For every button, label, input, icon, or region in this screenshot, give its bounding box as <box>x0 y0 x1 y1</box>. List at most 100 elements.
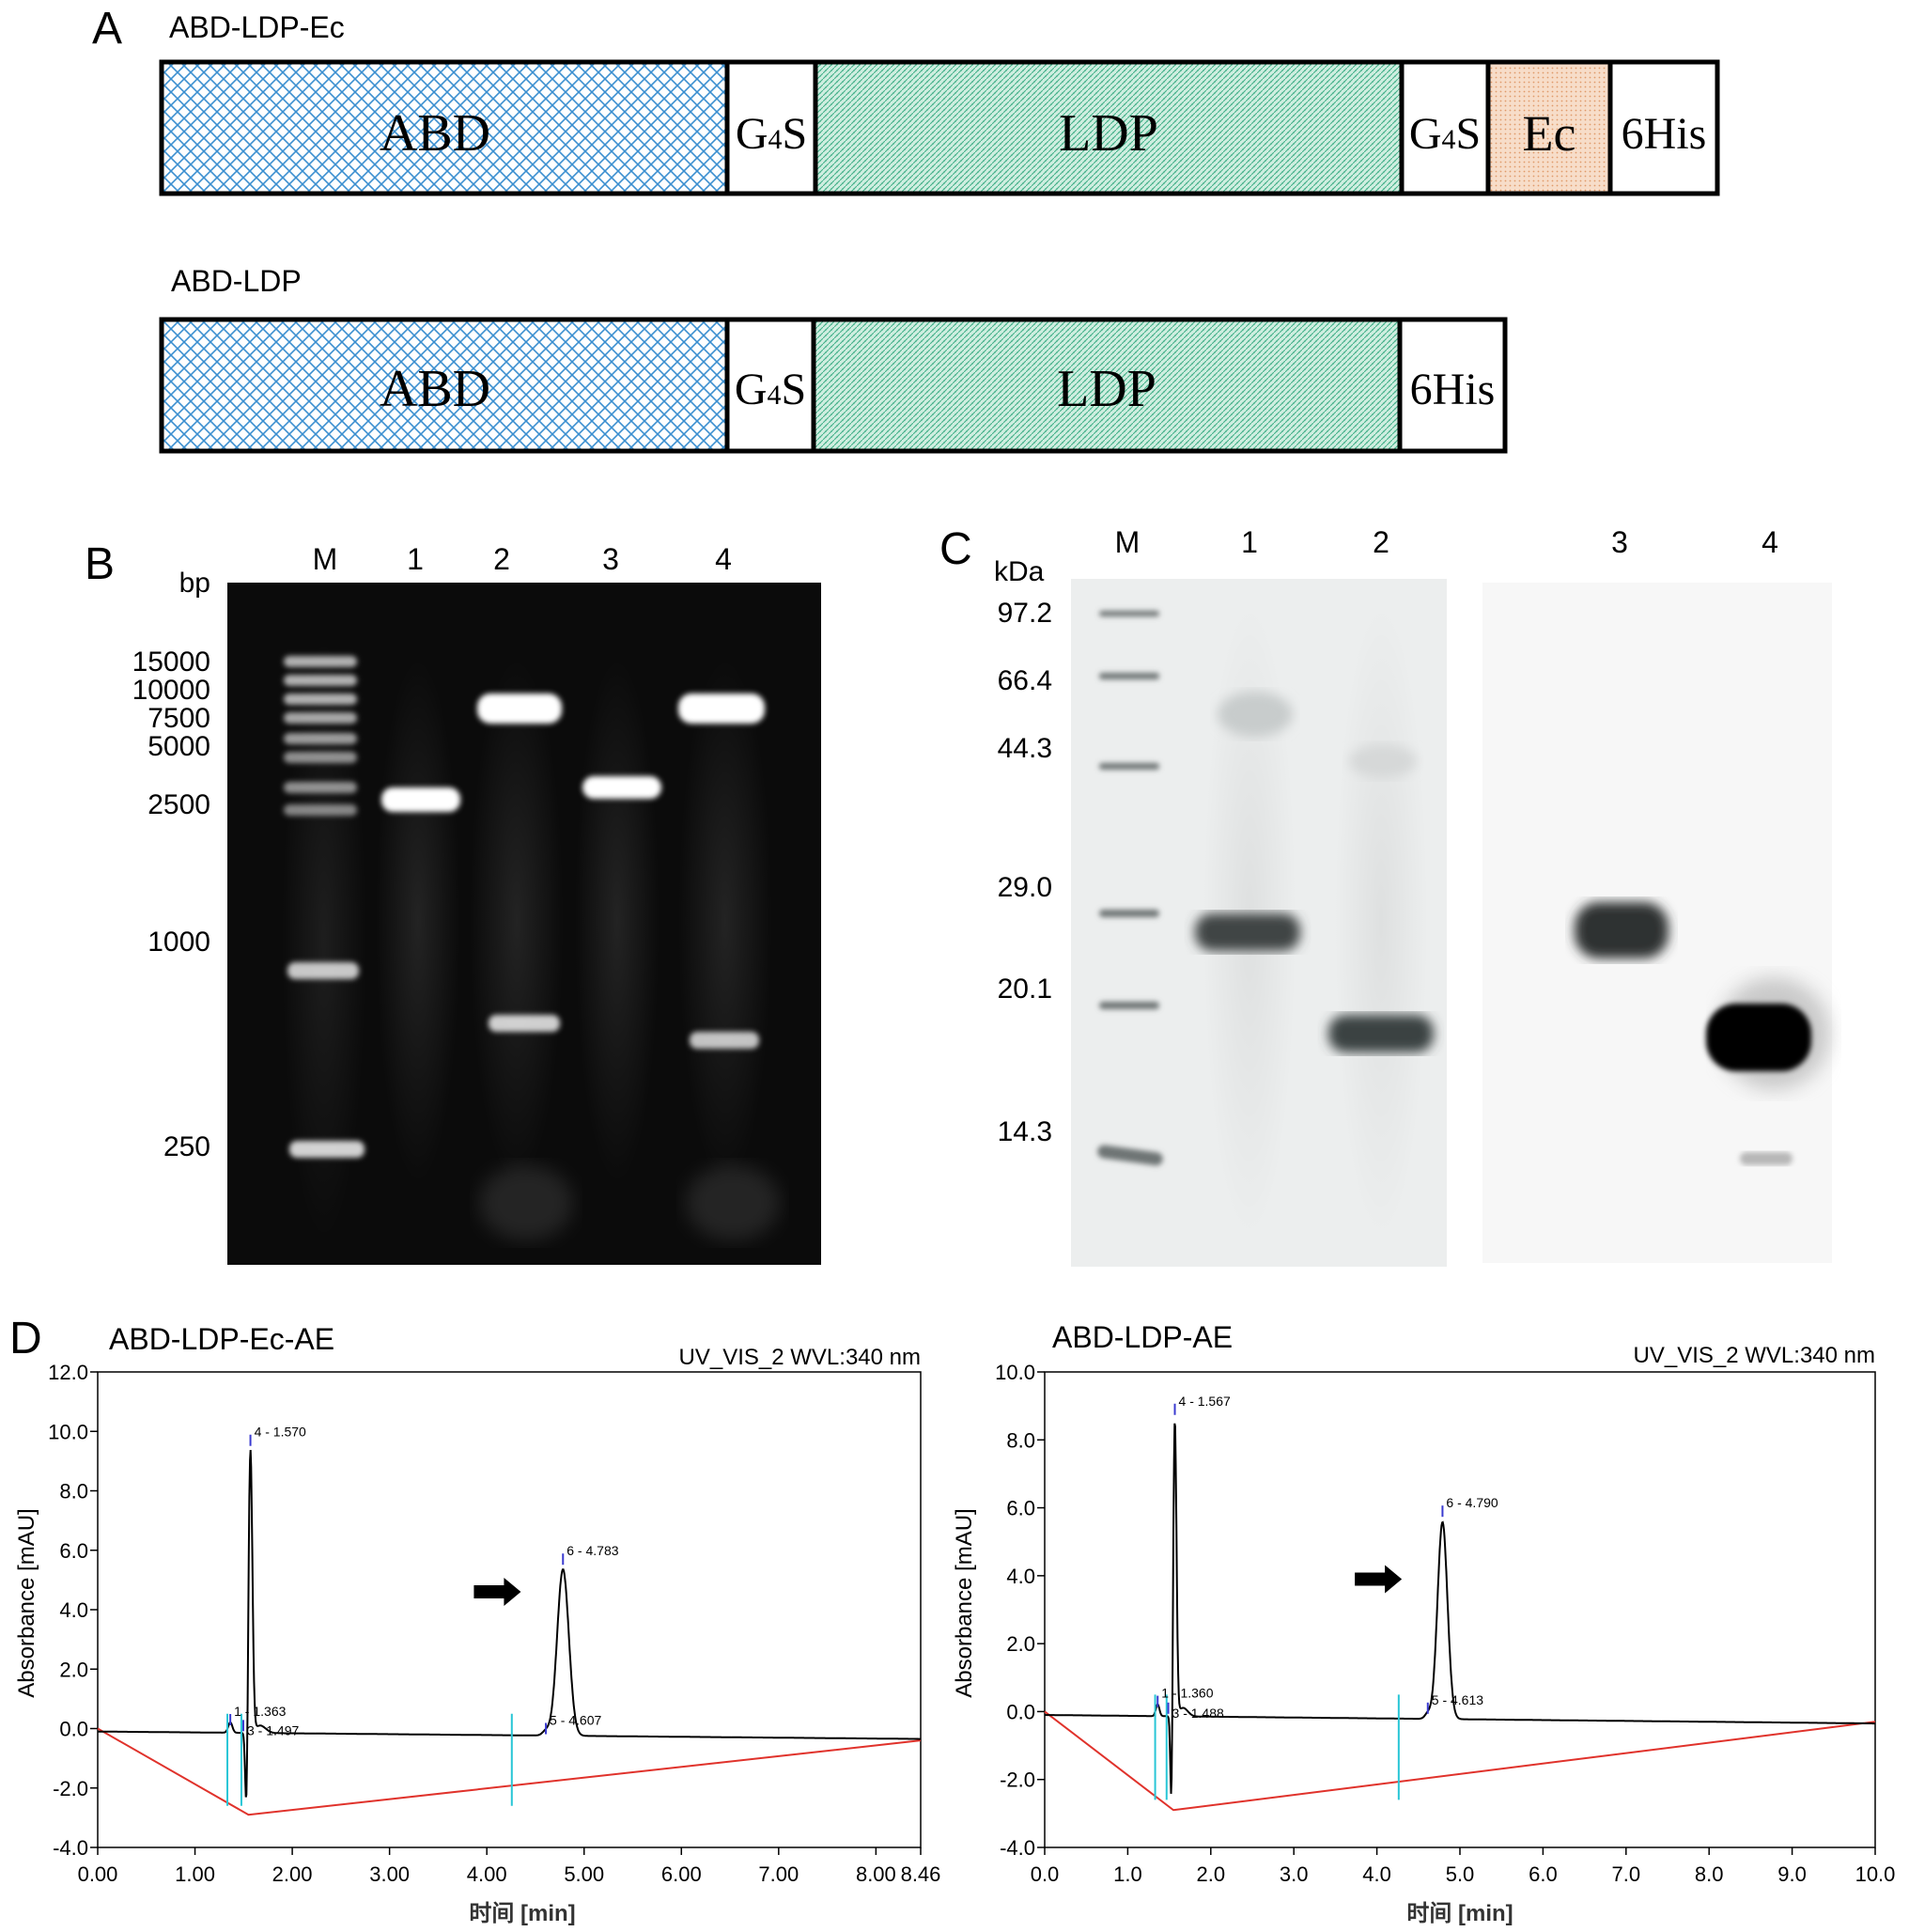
arrow-icon <box>473 1578 521 1607</box>
y-axis-label: Absorbance [mAU] <box>14 1508 39 1697</box>
lane-label: 4 <box>1762 525 1778 559</box>
panel-b: B bp M 1 2 3 4 15000 10000 7500 5000 250… <box>85 539 821 1265</box>
panel-d: D ABD-LDP-Ec-AE UV_VIS_2 WVL:340 nm Abso… <box>9 1314 1895 1926</box>
x-tick-label: 3.0 <box>1280 1862 1309 1886</box>
construct-title-2: ABD-LDP <box>171 264 302 298</box>
construct-1-bar: ABD G4S LDP G4S Ec 6His <box>159 59 1720 196</box>
segment-label-linker: G4S <box>736 109 807 159</box>
x-tick-label: 0.0 <box>1031 1862 1060 1886</box>
segment-label-linker: G4S <box>735 365 806 414</box>
agarose-gel-image <box>227 583 821 1265</box>
x-tick-label: 5.0 <box>1446 1862 1475 1886</box>
x-tick-label: 1.0 <box>1113 1862 1142 1886</box>
x-tick-label: 8.46 <box>901 1862 941 1886</box>
y-tick-label: 10.0 <box>995 1361 1035 1384</box>
lane-label: 2 <box>493 542 510 576</box>
segment-label-ec: Ec <box>1523 105 1576 162</box>
x-axis-label: 时间 [min] <box>1406 1901 1513 1926</box>
peak-label: 4 - 1.567 <box>1179 1394 1231 1409</box>
x-tick-label: 2.00 <box>272 1862 313 1886</box>
y-tick-label: -4.0 <box>1000 1836 1035 1860</box>
x-tick-label: 8.0 <box>1695 1862 1724 1886</box>
chart-title: ABD-LDP-Ec-AE <box>109 1322 334 1356</box>
segment-abd <box>159 59 730 196</box>
marker-label: 7500 <box>147 703 210 734</box>
marker-label: 1000 <box>147 927 210 958</box>
chart-title: ABD-LDP-AE <box>1052 1320 1233 1354</box>
signal-trace <box>98 1449 921 1798</box>
marker-label: 14.3 <box>998 1116 1052 1147</box>
plot-frame <box>97 1371 922 1848</box>
signal-trace <box>1045 1423 1875 1794</box>
sds-page-gel-image <box>1071 579 1447 1267</box>
integration-baseline <box>97 1727 922 1816</box>
plot-frame <box>1044 1371 1876 1848</box>
segment-his <box>1397 317 1508 454</box>
x-tick-label: 4.00 <box>467 1862 507 1886</box>
segment-label-his: 6His <box>1622 109 1707 159</box>
y-tick-label: 8.0 <box>1006 1428 1035 1452</box>
marker-label: 10000 <box>132 675 210 706</box>
western-blot-image <box>1482 583 1832 1263</box>
lane-label: 4 <box>715 542 732 576</box>
x-tick-label: 6.0 <box>1529 1862 1558 1886</box>
y-tick-label: 4.0 <box>59 1598 88 1622</box>
y-tick-label: 0.0 <box>59 1718 88 1741</box>
segment-ldp <box>813 59 1405 196</box>
y-tick-label: 2.0 <box>1006 1632 1035 1656</box>
x-tick-label: 9.0 <box>1777 1862 1807 1886</box>
lane-label: 3 <box>602 542 619 576</box>
unit-label-kda: kDa <box>994 556 1045 587</box>
segment-linker <box>724 59 818 196</box>
y-tick-label: -2.0 <box>1000 1768 1035 1792</box>
segment-label-his: 6His <box>1410 365 1496 414</box>
y-tick-label: -2.0 <box>53 1777 88 1800</box>
peak-label: 6 - 4.783 <box>566 1543 618 1558</box>
segment-label-abd: ABD <box>380 104 490 163</box>
peak-label: 5 - 4.613 <box>1432 1692 1483 1707</box>
y-tick-label: 8.0 <box>59 1480 88 1504</box>
y-tick-label: 0.0 <box>1006 1700 1035 1723</box>
panel-letter-c: C <box>939 524 972 574</box>
marker-label: 2500 <box>147 789 210 820</box>
peak-label: 3 - 1.488 <box>1172 1706 1224 1721</box>
x-tick-label: 0.00 <box>78 1862 118 1886</box>
peak-label: 4 - 1.570 <box>255 1425 306 1440</box>
integration-baseline <box>1044 1710 1876 1812</box>
x-tick-label: 7.0 <box>1612 1862 1641 1886</box>
marker-label: 29.0 <box>998 872 1052 903</box>
x-tick-label: 7.00 <box>758 1862 799 1886</box>
y-axis-label: Absorbance [mAU] <box>952 1508 977 1697</box>
marker-label: 15000 <box>132 647 210 678</box>
x-tick-label: 6.00 <box>661 1862 702 1886</box>
marker-label: 44.3 <box>998 733 1052 764</box>
detector-label: UV_VIS_2 WVL:340 nm <box>1634 1343 1875 1368</box>
unit-label-bp: bp <box>179 568 210 599</box>
plot-area: -4.0 -2.0 0.0 2.0 4.0 6.0 8.0 10.0 0.0 1.0 2.0 3.0 4… <box>995 1361 1895 1886</box>
segment-his <box>1607 59 1720 196</box>
lane-label: 1 <box>407 542 424 576</box>
panel-c: C kDa M 1 2 3 4 97.2 66.4 44.3 29.0 20.1… <box>939 524 1832 1267</box>
x-axis-label: 时间 [min] <box>469 1901 575 1926</box>
marker-label: 250 <box>163 1131 210 1162</box>
panel-a: A ABD-LDP-Ec ABD-LDP ABD G4S LDP G4S Ec … <box>92 4 1720 454</box>
y-tick-label: -4.0 <box>53 1836 88 1860</box>
x-tick-label: 8.00 <box>856 1862 896 1886</box>
panel-letter-b: B <box>85 539 115 589</box>
y-tick-label: 6.0 <box>59 1539 88 1563</box>
chromatogram-2: ABD-LDP-AE UV_VIS_2 WVL:340 nm Absorbanc… <box>952 1320 1895 1926</box>
lane-label: 3 <box>1611 525 1628 559</box>
peak-label: 1 - 1.363 <box>234 1704 286 1719</box>
segment-label-linker: G4S <box>1409 109 1481 159</box>
peak-label: 5 - 4.607 <box>550 1713 601 1728</box>
y-tick-label: 10.0 <box>48 1420 88 1443</box>
y-tick-label: 12.0 <box>48 1361 88 1384</box>
chromatogram-1: ABD-LDP-Ec-AE UV_VIS_2 WVL:340 nm Absorb… <box>14 1322 940 1926</box>
x-tick-label: 1.00 <box>175 1862 215 1886</box>
y-tick-label: 6.0 <box>1006 1497 1035 1520</box>
peak-label: 1 - 1.360 <box>1161 1686 1213 1701</box>
lane-label: 1 <box>1241 525 1258 559</box>
marker-label: 5000 <box>147 731 210 762</box>
segment-ec <box>1485 59 1613 196</box>
